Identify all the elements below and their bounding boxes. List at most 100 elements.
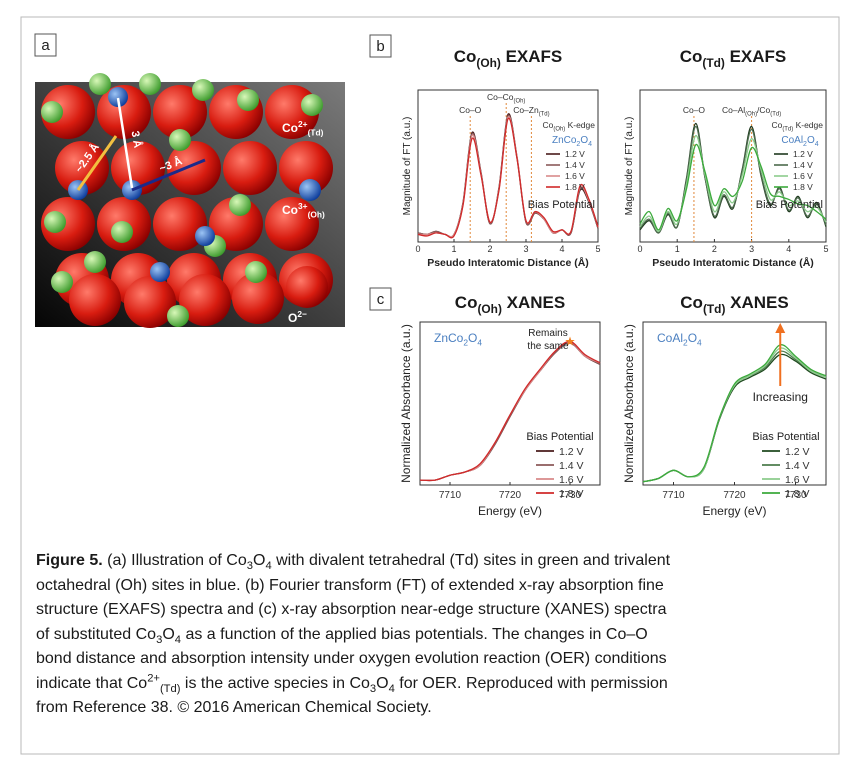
x-tick-label: 1 bbox=[675, 244, 680, 254]
x-axis-label: Energy (eV) bbox=[478, 504, 542, 518]
caption-text: of substituted Co bbox=[36, 626, 156, 643]
panel-label: b bbox=[376, 38, 384, 55]
legend-title: Bias Potential bbox=[756, 199, 823, 211]
text-run: ZnCo bbox=[552, 135, 577, 146]
caption-text: (a) Illustration of Co bbox=[103, 552, 247, 569]
cobalt-td-atom bbox=[44, 211, 66, 233]
caption-text: Figure 5. bbox=[36, 552, 103, 569]
legend-atom bbox=[286, 266, 328, 308]
text-run: 3+ bbox=[298, 201, 308, 211]
cobalt-td-atom bbox=[192, 79, 214, 101]
legend-label: 1.2 V bbox=[793, 149, 813, 159]
x-axis-label: Pseudo Interatomic Distance (Å) bbox=[652, 256, 814, 269]
legend-label: 1.8 V bbox=[785, 488, 810, 500]
sample-label: CoAl2O4 bbox=[657, 331, 702, 347]
text-run: K-edge bbox=[565, 120, 595, 130]
caption-line: structure (EXAFS) spectra and (c) x-ray … bbox=[36, 598, 670, 623]
y-axis-label: Magnitude of FT (a.u.) bbox=[402, 117, 413, 216]
caption-line: Figure 5. (a) Illustration of Co3O4 with… bbox=[36, 549, 670, 574]
edge-label: Co(Td) K-edge bbox=[771, 120, 823, 132]
oxygen-atom bbox=[223, 141, 277, 195]
text-run: Co bbox=[455, 293, 478, 312]
legend-title: Bias Potential bbox=[526, 431, 593, 443]
caption-text: 2+ bbox=[147, 672, 160, 684]
x-tick-label: 4 bbox=[559, 244, 564, 254]
text-run: 2+ bbox=[298, 119, 308, 129]
cobalt-td-atom bbox=[245, 261, 267, 283]
caption-text: (Td) bbox=[160, 683, 181, 695]
text-run: (Td) bbox=[703, 302, 725, 316]
caption-text: for OER. Reproduced with permission bbox=[395, 675, 668, 692]
x-tick-label: 7720 bbox=[723, 490, 746, 501]
x-axis-label: Energy (eV) bbox=[702, 504, 766, 518]
text-run: O bbox=[688, 331, 697, 345]
text-run: Co bbox=[680, 47, 703, 66]
peak-label: Co–O bbox=[459, 105, 482, 115]
cobalt-oh-atom bbox=[150, 262, 170, 282]
x-tick-label: 3 bbox=[749, 244, 754, 254]
text-run: Co bbox=[454, 47, 477, 66]
text-run: XANES bbox=[725, 293, 788, 312]
text-run: /Co bbox=[757, 105, 771, 115]
sample-label: CoAl2O4 bbox=[781, 135, 818, 148]
text-run: (Oh) bbox=[745, 111, 757, 117]
legend-label: 1.6 V bbox=[565, 171, 585, 181]
panel-label: a bbox=[41, 37, 50, 54]
edge-label: Co(Oh) K-edge bbox=[542, 120, 595, 132]
text-run: ZnCo bbox=[434, 331, 464, 345]
caption-line: indicate that Co2+(Td) is the active spe… bbox=[36, 672, 670, 697]
text-run: EXAFS bbox=[725, 47, 786, 66]
text-run: (Oh) bbox=[513, 98, 525, 104]
legend-label: 1.4 V bbox=[793, 160, 813, 170]
text-run: O bbox=[468, 331, 477, 345]
annotation: the same bbox=[527, 341, 569, 352]
x-tick-label: 4 bbox=[786, 244, 791, 254]
text-run: (Oh) bbox=[308, 209, 325, 219]
caption-text: is the active species in Co bbox=[180, 675, 369, 692]
annotation-arrow-head bbox=[775, 323, 785, 333]
legend-atom bbox=[299, 179, 321, 201]
chart-title: Co(Oh) XANES bbox=[455, 293, 565, 316]
text-run: CoAl bbox=[781, 135, 803, 146]
text-run: Co–Zn bbox=[513, 105, 539, 115]
text-run: XANES bbox=[502, 293, 565, 312]
text-run: Co bbox=[771, 120, 782, 130]
x-axis-label: Pseudo Interatomic Distance (Å) bbox=[427, 256, 589, 269]
legend-label: 1.4 V bbox=[559, 460, 584, 472]
cobalt-oh-atom bbox=[195, 226, 215, 246]
cobalt-td-atom bbox=[237, 89, 259, 111]
cobalt-td-atom bbox=[84, 251, 106, 273]
caption-text: indicate that Co bbox=[36, 675, 147, 692]
legend-label: 1.6 V bbox=[793, 171, 813, 181]
text-run: O bbox=[288, 311, 297, 325]
x-tick-label: 7710 bbox=[662, 490, 685, 501]
legend-label: 1.2 V bbox=[565, 149, 585, 159]
x-tick-label: 2 bbox=[487, 244, 492, 254]
text-run: Co bbox=[542, 120, 553, 130]
caption-line: of substituted Co3O4 as a function of th… bbox=[36, 623, 670, 648]
text-run: K-edge bbox=[793, 120, 823, 130]
text-run: (Td) bbox=[702, 56, 724, 70]
cobalt-td-atom bbox=[139, 73, 161, 95]
x-tick-label: 0 bbox=[415, 244, 420, 254]
cobalt-td-atom bbox=[41, 101, 63, 123]
x-tick-label: 0 bbox=[637, 244, 642, 254]
x-tick-label: 5 bbox=[823, 244, 828, 254]
caption-text: with divalent tetrahedral (Td) sites in … bbox=[272, 552, 670, 569]
annotation: Remains bbox=[528, 328, 567, 339]
y-axis-label: Normalized Absorbance (a.u.) bbox=[399, 324, 413, 483]
caption-text: O bbox=[253, 552, 265, 569]
chart-title: Co(Oh) EXAFS bbox=[454, 47, 563, 70]
cobalt-td-atom bbox=[229, 194, 251, 216]
text-run: Co–O bbox=[683, 105, 706, 115]
x-tick-label: 7720 bbox=[499, 490, 522, 501]
cobalt-td-atom bbox=[167, 305, 189, 327]
chart-title: Co(Td) EXAFS bbox=[680, 47, 787, 70]
text-run: (Td) bbox=[539, 111, 550, 117]
x-tick-label: 3 bbox=[523, 244, 528, 254]
peak-label: Co–O bbox=[683, 105, 706, 115]
x-tick-label: 2 bbox=[712, 244, 717, 254]
y-axis-label: Magnitude of FT (a.u.) bbox=[624, 117, 635, 216]
oxygen-atom bbox=[69, 274, 121, 326]
peak-label: Co–Co(Oh) bbox=[487, 92, 525, 104]
